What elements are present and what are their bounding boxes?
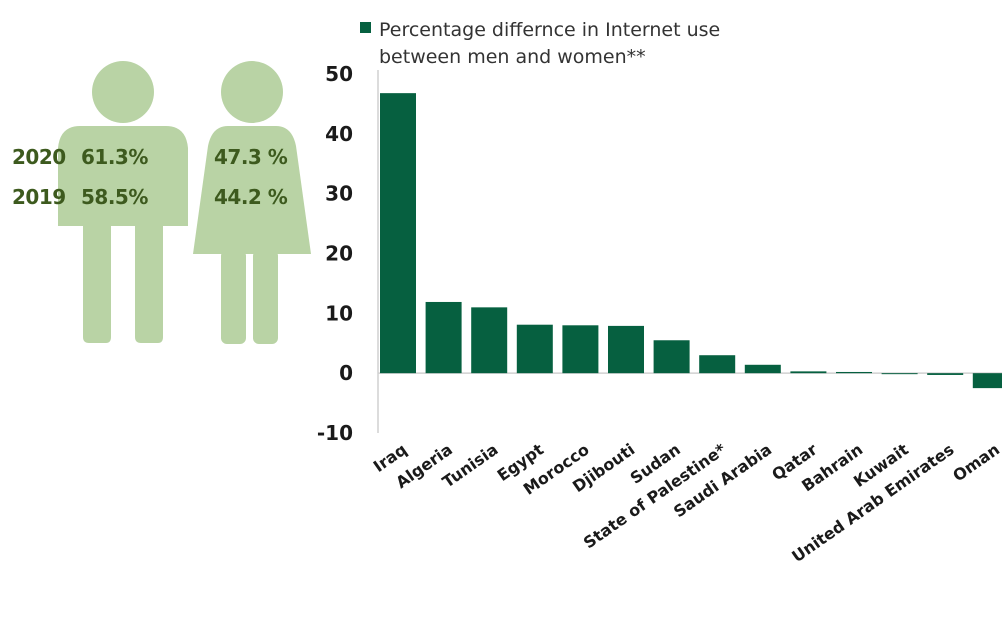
- legend-swatch: [360, 22, 371, 33]
- y-tick-label: 40: [325, 122, 353, 146]
- bar: [425, 301, 462, 374]
- stat-women-value: 47.3 %: [214, 145, 288, 169]
- bar: [562, 325, 599, 374]
- gender-figures: 2020 61.3% 47.3 % 2019 58.5% 44.2 %: [0, 0, 330, 360]
- category-labels: IraqAlgeriaTunisiaEgyptMoroccoDjiboutiSu…: [370, 439, 1002, 566]
- legend-label: Percentage differnce in Internet use: [379, 19, 720, 41]
- y-tick-label: 0: [339, 361, 353, 385]
- woman-figure-icon: [193, 61, 311, 344]
- stat-men-value: 61.3%: [81, 145, 148, 169]
- bar: [653, 340, 690, 374]
- bar: [699, 355, 736, 374]
- y-tick-label: 10: [325, 301, 353, 325]
- bar: [881, 373, 918, 375]
- bar: [471, 307, 508, 374]
- chart-legend: Percentage differnce in Internet use bet…: [360, 19, 720, 68]
- stat-year: 2020: [12, 145, 66, 169]
- y-tick-label: 20: [325, 242, 353, 266]
- stat-year: 2019: [12, 185, 66, 209]
- bar: [790, 371, 827, 374]
- stat-men-value: 58.5%: [81, 185, 148, 209]
- y-tick-label: 30: [325, 182, 353, 206]
- bar: [836, 371, 872, 374]
- x-tick-label: Oman: [949, 440, 1002, 486]
- bar: [927, 373, 964, 375]
- legend-label: between men and women**: [379, 46, 646, 68]
- bars: [380, 93, 1002, 389]
- bar: [608, 325, 644, 374]
- figures-graphic: [58, 61, 311, 344]
- y-tick-label: 50: [325, 62, 353, 86]
- bar: [744, 364, 781, 374]
- bar: [516, 324, 553, 374]
- stat-women-value: 44.2 %: [214, 185, 288, 209]
- bar: [972, 373, 1002, 389]
- y-tick-label: -10: [317, 421, 353, 445]
- man-figure-icon: [58, 61, 188, 343]
- axes: 50 40 30 20 10 0 -10: [317, 62, 1002, 445]
- bar: [380, 93, 416, 374]
